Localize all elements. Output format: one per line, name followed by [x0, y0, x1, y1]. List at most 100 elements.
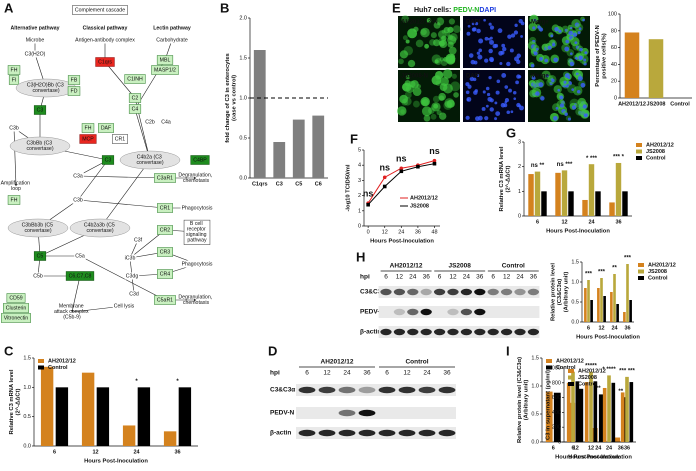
- cell-stain: [453, 92, 459, 98]
- node-label: FB: [71, 77, 78, 83]
- legend-label: JS2008: [646, 149, 665, 155]
- bar: [616, 304, 619, 322]
- nucleus: [564, 73, 570, 79]
- cell-stain: [410, 80, 419, 89]
- nucleus: [551, 42, 556, 47]
- node-backdrop: [81, 24, 129, 32]
- nucleus: [568, 30, 574, 36]
- nucleus: [571, 88, 575, 91]
- band: [393, 328, 406, 336]
- significance: *** ***: [619, 368, 635, 374]
- nucleus: [547, 45, 552, 50]
- nucleus: [476, 28, 481, 34]
- node-label: C3bBb (C3 convertase): [26, 141, 53, 153]
- node-backdrop: [112, 302, 136, 310]
- node-backdrop: [74, 252, 86, 260]
- nucleus: [564, 112, 568, 116]
- node-backdrop: [74, 36, 136, 44]
- cell-stain: [413, 100, 420, 108]
- nucleus: [508, 88, 512, 93]
- significance: ns: [429, 146, 440, 156]
- bar: [571, 371, 575, 442]
- nucleus: [579, 47, 583, 52]
- x-tick-label: AH2012/12: [618, 101, 646, 107]
- cell-stain: [437, 30, 447, 39]
- nucleus: [550, 34, 554, 38]
- lane-label: 36: [423, 274, 431, 281]
- bar: [622, 191, 628, 216]
- node-label: C3: [37, 107, 44, 113]
- y-tick-label: 800: [552, 380, 561, 386]
- nucleus: [486, 92, 491, 97]
- band: [393, 288, 406, 296]
- cell-stain: [438, 92, 446, 101]
- nucleus: [481, 106, 486, 111]
- arrow: [104, 61, 136, 99]
- nucleus: [569, 61, 575, 67]
- nucleus: [582, 104, 587, 109]
- node-label: CR1: [115, 136, 125, 142]
- node-label: C2b: [145, 119, 155, 125]
- y-tick-label: 100: [608, 11, 617, 17]
- nucleus: [533, 51, 538, 56]
- x-tick-label: 12: [573, 445, 579, 451]
- y-tick-label: 0: [518, 213, 521, 219]
- cell-stain: [442, 69, 453, 79]
- band: [318, 429, 336, 437]
- convertase-node: [9, 136, 71, 156]
- y-tick-label: 1.5: [531, 355, 539, 361]
- y-axis-label: (2^-ΔΔCt): [506, 166, 512, 193]
- node-box: [157, 269, 173, 279]
- lane-label: 6: [305, 370, 309, 377]
- nucleus: [578, 55, 583, 60]
- node-label: C3d: [129, 291, 139, 297]
- nucleus: [488, 48, 493, 54]
- node-label: MCP: [82, 136, 94, 142]
- blot-strip: [296, 384, 456, 396]
- cell-stain: [447, 34, 454, 41]
- y-tick-label: 2.0: [239, 15, 247, 21]
- bar: [582, 199, 588, 216]
- point: [366, 202, 370, 207]
- nucleus: [495, 90, 500, 95]
- cell-stain: [421, 99, 426, 105]
- legend-label: JS2008: [578, 375, 597, 381]
- y-axis-label: fold change of C3 in enterocytes: [225, 53, 231, 143]
- cell-stain: [448, 18, 455, 25]
- nucleus: [514, 23, 518, 28]
- band: [500, 288, 513, 296]
- node-box: [33, 105, 47, 115]
- band: [378, 386, 396, 394]
- bar: [607, 375, 611, 442]
- panel-letter: A: [4, 0, 14, 15]
- band: [318, 386, 336, 394]
- significance: ***: [598, 270, 606, 276]
- node-label: CR1: [160, 205, 170, 211]
- nucleus: [494, 101, 498, 105]
- x-axis-label: Hours Post-Inoculation: [370, 239, 434, 245]
- blot-group: Control: [405, 359, 428, 366]
- bar: [602, 387, 607, 442]
- bar: [609, 202, 615, 216]
- nucleus: [510, 33, 516, 38]
- band: [358, 386, 376, 394]
- node-label: FH: [85, 125, 92, 131]
- node-box: [124, 74, 146, 84]
- blot-strip: [378, 326, 540, 338]
- node-label: C5: [37, 253, 44, 259]
- nucleus: [468, 53, 474, 58]
- node-label: Clusterin: [6, 305, 27, 311]
- nucleus: [544, 58, 549, 63]
- panel-letter: H: [356, 249, 365, 264]
- nucleus: [584, 51, 588, 55]
- y-tick-label: 40: [611, 62, 617, 68]
- cell-stain: [405, 74, 411, 80]
- node-label: C3dg: [126, 273, 139, 279]
- node-label: DAF: [101, 125, 111, 131]
- nucleus: [469, 76, 475, 82]
- x-tick-label: JS2008: [647, 101, 666, 107]
- significance: *: [176, 379, 179, 385]
- y-tick-label: 1: [518, 189, 521, 195]
- lane-label: 24: [343, 370, 351, 377]
- nucleus: [507, 34, 512, 39]
